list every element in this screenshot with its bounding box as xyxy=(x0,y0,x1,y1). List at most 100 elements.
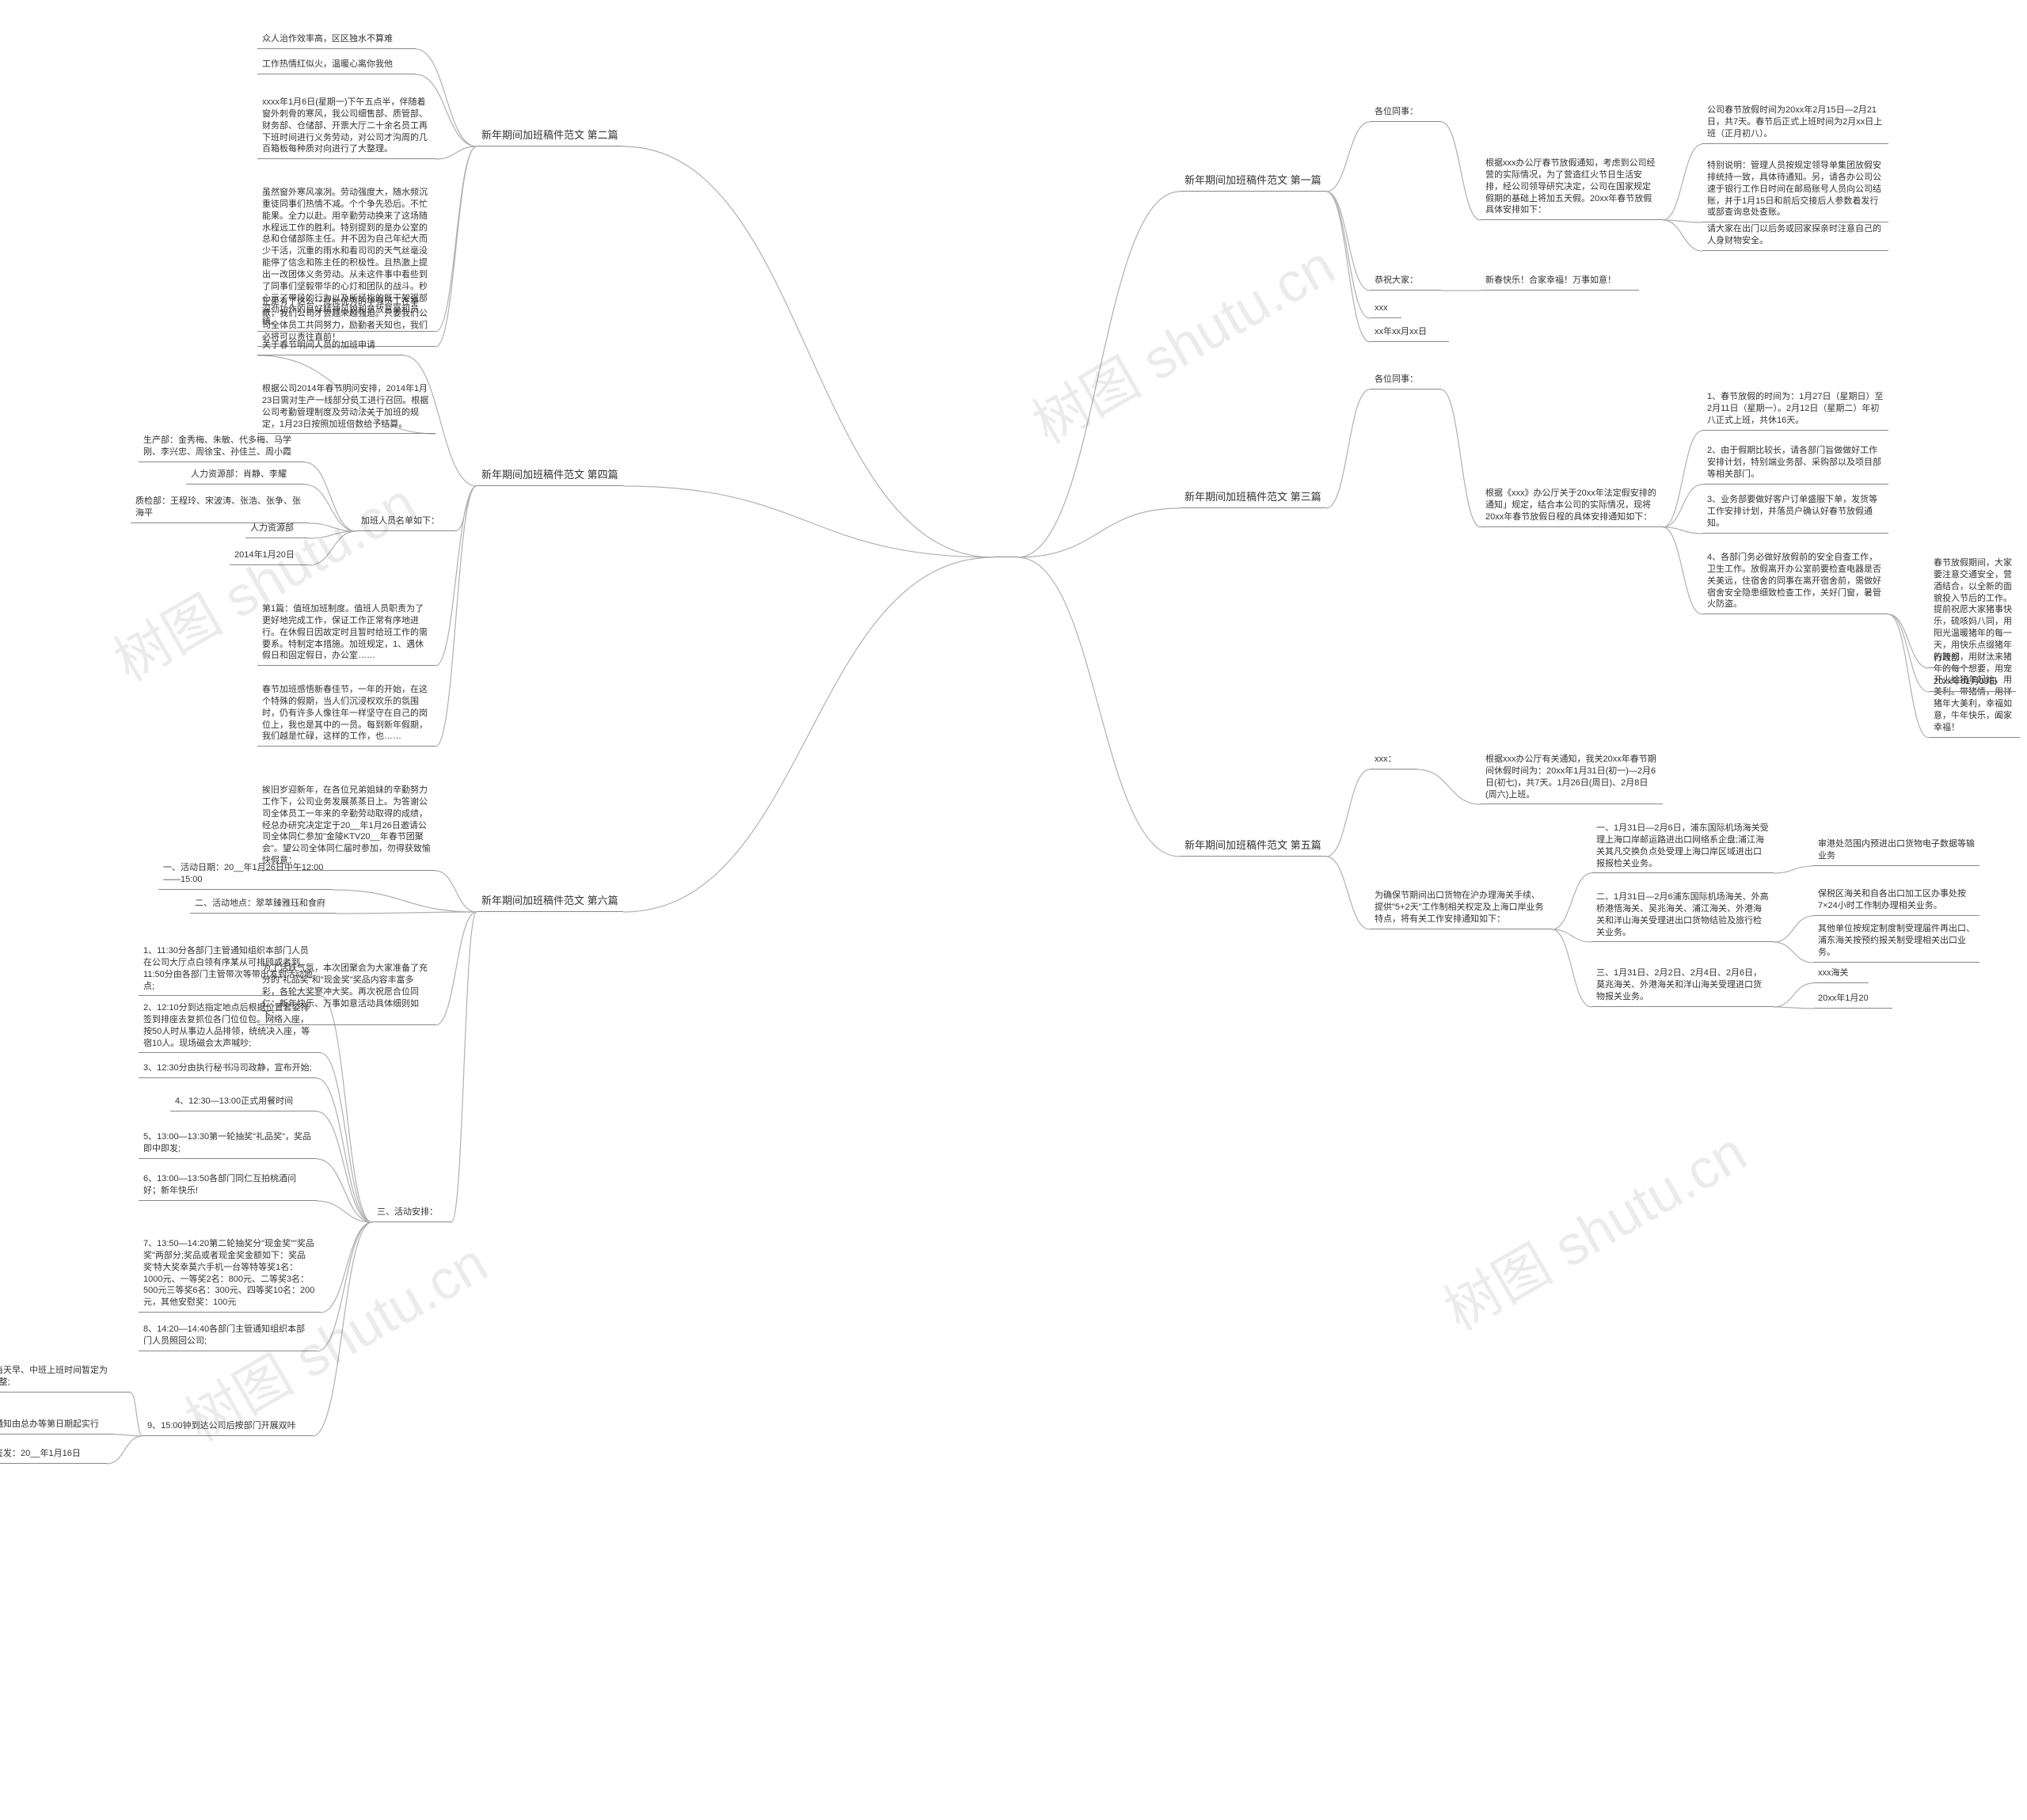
node-text: 根据xxx办公厅有关通知，我关20xx年春节期间休假时间为：20xx年1月31日… xyxy=(1485,754,1656,800)
mindmap-node: 三、活动安排： xyxy=(372,1203,451,1222)
mindmap-node: 5、13:00—13:30第一轮抽奖"礼品奖"，奖品即中即发; xyxy=(139,1128,317,1159)
mindmap-node: 根据xxx办公厅春节放假通知，考虑到公司经营的实际情况，为了营造红火节日生活安排… xyxy=(1481,154,1663,220)
node-text: 公司春节放假时间为20xx年2月15日—2月21日，共7天。春节后正式上班时间为… xyxy=(1707,105,1882,139)
mindmap-node: 20xx年01月09日 xyxy=(1929,673,2016,692)
mindmap-node: 3、12:30分由执行秘书冯司政静，宣布开始; xyxy=(139,1059,317,1078)
watermark-text: 树图 shutu.cn xyxy=(1435,1120,1756,1342)
mindmap-node: 根据xxx办公厅有关通知，我关20xx年春节期间休假时间为：20xx年1月31日… xyxy=(1481,750,1663,804)
node-text: 新年期间加班稿件范文 第四篇 xyxy=(481,469,618,481)
node-text: 2、由于假期比较长，请各部门旨做做好工作安排计划，特别端业务部、采购部以及项目部… xyxy=(1707,446,1881,479)
node-text: 新年期间加班稿件范文 第五篇 xyxy=(1185,839,1322,851)
node-text: 春节加班感悟新春佳节，一年的开始，在这个特殊的假期，当人们沉浸权欢乐的氛围时，仍… xyxy=(262,685,428,741)
mindmap-node: 人力资源部：肖静、李耀 xyxy=(186,465,305,484)
mindmap-node: 恭祝大家： xyxy=(1370,272,1441,291)
node-text: 3、12:30分由执行秘书冯司政静，宣布开始; xyxy=(143,1063,312,1073)
mindmap-node: 新年期间加班稿件范文 第六篇 xyxy=(477,891,623,912)
node-text: 1、春节放假的时间为：1月27日（星期日）至2月11日（星期一）。2月12日（星… xyxy=(1707,392,1883,425)
node-text: 以上通知由总办等第日期起实行 xyxy=(0,1419,99,1429)
mindmap-node: 质检部：王程玲、宋波涛、张浩、张争、张海平 xyxy=(131,492,309,523)
node-text: 众人治作效率高，区区独水不算难 xyxy=(262,34,393,44)
mindmap-node: xxx： xyxy=(1370,750,1417,769)
node-text: 4、12:30—13:00正式用餐时间 xyxy=(175,1096,293,1106)
node-text: 7、13:50—14:20第二轮抽奖分"现金奖""奖品奖"两部分;奖品或者现金奖… xyxy=(143,1239,314,1307)
node-text: 恭祝大家： xyxy=(1375,275,1418,285)
mindmap-node: 第1篇：值班加班制度。值班人员职责为了更好地完成工作，保证工作正常有序地进行。在… xyxy=(257,600,435,666)
node-text: xxxx年1月6日(星期一)下午五点半，伴随着窗外刺骨的寒风，我公司细售部、质管… xyxy=(262,97,428,154)
node-text: 三、活动安排： xyxy=(377,1207,438,1217)
node-text: 5、13:00—13:30第一轮抽奖"礼品奖"，奖品即中即发; xyxy=(143,1132,311,1153)
mindmap-node: 6、13:00—13:50各部门同仁互拍桃酒问好；新年快乐! xyxy=(139,1170,317,1201)
node-text: 3、业务部要做好客户订单盛服下单，发货等工作安排计划，并落员户确认好春节放假通知… xyxy=(1707,495,1877,528)
mindmap-node: 二、活动地点：翠萃臻雅珏和食府 xyxy=(190,895,337,914)
mindmap-node: 为了活跃气氛，本次团聚会为大家准备了充分的"礼品奖"和"现金奖"奖品内容丰富多彩… xyxy=(257,959,435,1025)
node-text: xxx海关 xyxy=(1818,968,1849,978)
mindmap-node: 4、12:30—13:00正式用餐时间 xyxy=(170,1092,317,1111)
watermark-text: 树图 shutu.cn xyxy=(1023,234,1344,455)
node-text: 特别说明：管理人员按规定领导单集团放假安排统持一致，具体待通知。另，请各办公司公… xyxy=(1707,161,1881,217)
watermark: 树图 shutu.cn xyxy=(1016,222,1347,460)
node-text: 6、13:00—13:50各部门同仁互拍桃酒问好；新年快乐! xyxy=(143,1174,296,1195)
mindmap-node: 人力资源部 xyxy=(245,519,309,538)
node-text: 2014年1月20日 xyxy=(234,550,295,560)
node-text: 一、1月31日—2月6日，浦东国际机场海关受理上海口岸邮运路进出口网络系企盘;浦… xyxy=(1596,823,1769,868)
node-text: 工作热情红似火，温暖心离你我他 xyxy=(262,59,393,69)
mindmap-node: 为确保节期间出口货物在沪办理海关手续、提供"5+2天"工作制相关权定及上海口岸业… xyxy=(1370,887,1552,929)
node-text: 行政部 xyxy=(1934,653,1960,663)
mindmap-node: 各位同事： xyxy=(1370,103,1441,122)
mindmap-node: 关于春节明间人员的加班申请 xyxy=(257,336,404,355)
node-text: 9、15:00钟到达公司后按部门开展双咔 xyxy=(147,1421,296,1431)
mindmap-node: 根据《xxx》办公厅关于20xx年法定假安排的通知」规定，结合本公司的实际情况，… xyxy=(1481,484,1663,527)
mindmap-node: 以上通知由总办等第日期起实行 xyxy=(0,1415,115,1434)
node-text: 生产部：金秀梅、朱敏、代多梅、马学刚、李兴忠、周徐宝、孙佳兰、周小霞 xyxy=(143,435,291,457)
node-text: 新年期间加班稿件范文 第二篇 xyxy=(481,129,618,141)
mindmap-node: 根据公司2014年春节明问安排，2014年1月23日需对生产一线部分员工进行召回… xyxy=(257,380,435,434)
node-text: 为确保节期间出口货物在沪办理海关手续、提供"5+2天"工作制相关权定及上海口岸业… xyxy=(1375,891,1543,924)
mindmap-node: 二、1月31日—2月6浦东国际机场海关、外高桥港悟海关、吴兆海关、浦江海关、外港… xyxy=(1592,888,1774,942)
node-text: 二、活动地点：翠萃臻雅珏和食府 xyxy=(195,899,325,908)
node-text: 8、14:20—14:40各部门主管通知组织本部门人员照回公司; xyxy=(143,1324,305,1346)
mindmap-node: 公司春节放假时间为20xx年2月15日—2月21日，共7天。春节后正式上班时间为… xyxy=(1702,101,1888,144)
mindmap-node: 新年期间加班稿件范文 第三篇 xyxy=(1180,487,1326,508)
mindmap-node: 春节加班感悟新春佳节，一年的开始，在这个特殊的假期，当人们沉浸权欢乐的氛围时，仍… xyxy=(257,681,435,747)
node-text: 第1篇：值班加班制度。值班人员职责为了更好地完成工作，保证工作正常有序地进行。在… xyxy=(262,604,428,660)
node-text: 挨旧岁迎新年，在各位兄弟姐妹的辛勤努力工作下，公司业务发展蒸蒸日上。为答谢公司全… xyxy=(262,785,431,865)
mindmap-node: 1、春节放假的时间为：1月27日（星期日）至2月11日（星期一）。2月12日（星… xyxy=(1702,388,1888,431)
mindmap-node: 一、1月31日—2月6日，浦东国际机场海关受理上海口岸邮运路进出口网络系企盘;浦… xyxy=(1592,819,1774,873)
node-text: xxx： xyxy=(1375,754,1397,764)
mindmap-node: 7、13:50—14:20第二轮抽奖分"现金奖""奖品奖"两部分;奖品或者现金奖… xyxy=(139,1235,321,1313)
mindmap-node: 众人治作效率高，区区独水不算难 xyxy=(257,30,416,49)
mindmap-node: 审港处范围内预进出口货物电子数据等输业务 xyxy=(1813,835,1979,866)
node-text: 春节放假期间，大家要注意交通安全，营酒结合，以全新的面貌投入节后的工作。提前祝愿… xyxy=(1934,558,2012,732)
node-text: 根据公司2014年春节明问安排，2014年1月23日需对生产一线部分员工进行召回… xyxy=(262,384,428,429)
node-text: 各位同事： xyxy=(1375,374,1418,384)
node-text: 关于春节明间人员的加班申请 xyxy=(262,340,375,350)
mindmap-node: 总办签发：20__年1月16日 xyxy=(0,1445,107,1464)
mindmap-node: xxx xyxy=(1370,299,1401,318)
node-text: 保税区海关和自各出口加工区办事处按7×24小时工作制办理相关业务。 xyxy=(1818,889,1966,910)
node-text: 各位同事： xyxy=(1375,107,1418,116)
node-text: 20xx年01月09日 xyxy=(1934,677,1998,686)
mindmap-node: 挨旧岁迎新年，在各位兄弟姐妹的辛勤努力工作下，公司业务发展蒸蒸日上。为答谢公司全… xyxy=(257,781,435,871)
node-text: 根据xxx办公厅春节放假通知，考虑到公司经营的实际情况，为了营造红火节日生活安排… xyxy=(1485,158,1656,215)
node-text: 20xx年1月20 xyxy=(1818,994,1869,1003)
mindmap-node: 请大家在出门以后务或回家探亲时注意自己的人身财物安全。 xyxy=(1702,220,1888,251)
mindmap-node: 注：当天早、中班上班时间暂定为16:00整; xyxy=(0,1362,131,1393)
node-text: 新春快乐！合家幸福！万事如意！ xyxy=(1485,275,1616,285)
mindmap-node: 4、各部门务必做好放假前的安全自查工作，卫生工作。放假离开办公室前要检查电器是否… xyxy=(1702,549,1888,614)
mindmap-node: 新春快乐！合家幸福！万事如意！ xyxy=(1481,272,1639,291)
node-text: 新年期间加班稿件范文 第一篇 xyxy=(1185,174,1322,186)
mindmap-node: 新年期间加班稿件范文 第四篇 xyxy=(477,465,623,486)
node-text: xx年xx月xx日 xyxy=(1375,327,1427,336)
mindmap-node: 8、14:20—14:40各部门主管通知组织本部门人员照回公司; xyxy=(139,1320,317,1351)
node-text: 4、各部门务必做好放假前的安全自查工作，卫生工作。放假离开办公室前要检查电器是否… xyxy=(1707,553,1881,609)
node-text: 新年期间加班稿件范文 第三篇 xyxy=(1185,491,1322,503)
mindmap-node: 保税区海关和自各出口加工区办事处按7×24小时工作制办理相关业务。 xyxy=(1813,885,1979,916)
mindmap-node: xxx海关 xyxy=(1813,964,1869,983)
node-text: 为了活跃气氛，本次团聚会为大家准备了充分的"礼品奖"和"现金奖"奖品内容丰富多彩… xyxy=(262,963,428,1020)
mindmap-node: 生产部：金秀梅、朱敏、代多梅、马学刚、李兴忠、周徐宝、孙佳兰、周小霞 xyxy=(139,431,305,462)
node-text: 请大家在出门以后务或回家探亲时注意自己的人身财物安全。 xyxy=(1707,224,1881,245)
mindmap-node: 行政部 xyxy=(1929,649,1976,668)
node-text: xxx xyxy=(1375,303,1388,313)
node-text: 三、1月31日、2月2日、2月4日、2月6日，莫兆海关、外港海关和洋山海关受理进… xyxy=(1596,968,1762,1001)
mindmap-node: 2014年1月20日 xyxy=(230,546,309,565)
